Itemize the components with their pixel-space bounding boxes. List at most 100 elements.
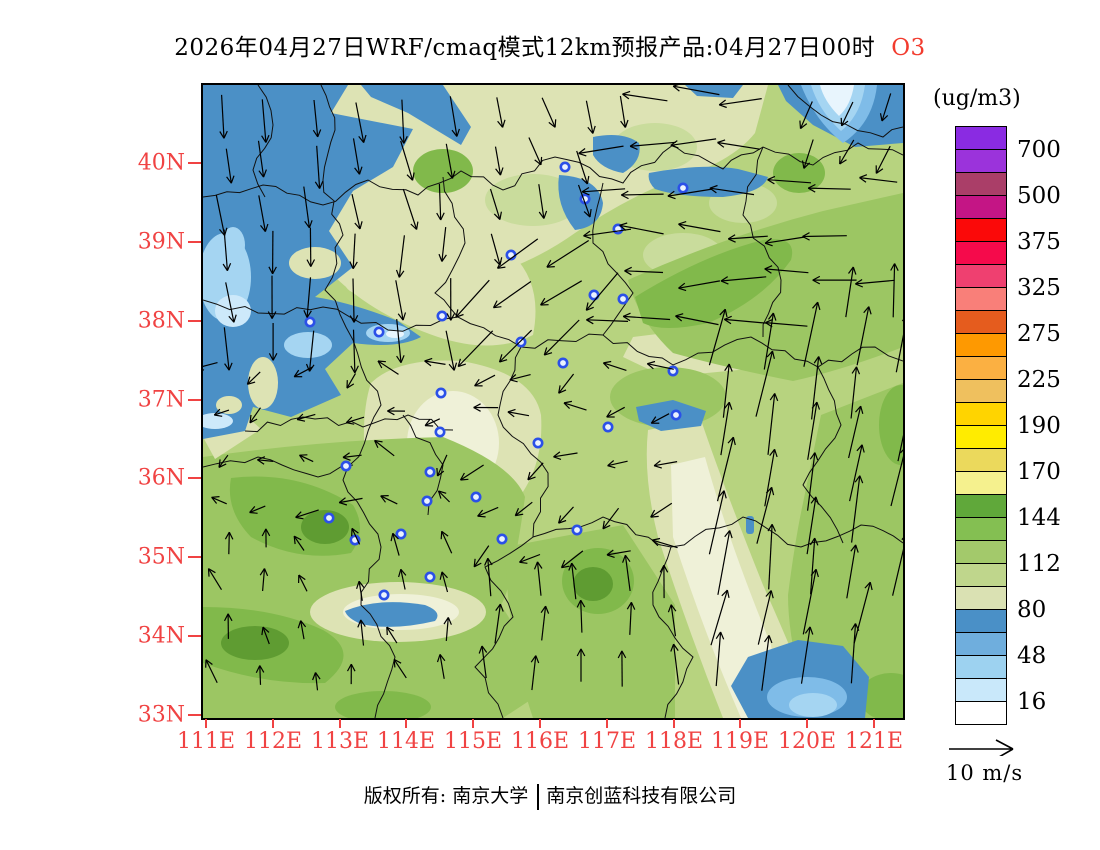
lat-tick (188, 714, 201, 716)
forecast-map (203, 85, 903, 718)
colorbar-box (955, 609, 1007, 633)
lon-label-118E: 118E (644, 729, 704, 754)
colorbar-box (955, 356, 1007, 380)
colorbar-unit-label: (ug/m3) (933, 86, 1021, 111)
colorbar-box (955, 540, 1007, 564)
colorbar: 700 500 375 325 275 225 190 170 144 112 80 48 16 (955, 126, 1061, 725)
city-marker (602, 421, 614, 433)
lon-label-116E: 116E (510, 729, 570, 754)
colorbar-box (955, 379, 1007, 403)
wind-vectors (203, 85, 903, 691)
colorbar-tick-112: 112 (1017, 551, 1061, 577)
footer-divider (537, 784, 540, 810)
colorbar-tick-80: 80 (1017, 597, 1047, 623)
lat-tick (188, 477, 201, 479)
lon-label-114E: 114E (376, 729, 436, 754)
city-markers (304, 161, 689, 601)
city-marker (559, 161, 571, 173)
lon-tick (339, 719, 341, 728)
colorbar-tick-16: 16 (1017, 689, 1047, 715)
colorbar-box (955, 448, 1007, 472)
colorbar-box (955, 195, 1007, 219)
city-marker (434, 426, 446, 438)
colorbar-box (955, 678, 1007, 702)
colorbar-box (955, 264, 1007, 288)
colorbar-box (955, 586, 1007, 610)
colorbar-tick-225: 225 (1017, 367, 1061, 393)
city-marker (304, 316, 316, 328)
colorbar-box (955, 126, 1007, 150)
lon-label-113E: 113E (310, 729, 370, 754)
colorbar-tick-275: 275 (1017, 321, 1061, 347)
city-marker (532, 437, 544, 449)
colorbar-box (955, 701, 1007, 725)
colorbar-tick-325: 325 (1017, 275, 1061, 301)
lon-tick (806, 719, 808, 728)
city-marker (424, 571, 436, 583)
footer-owner: 版权所有: 南京大学 (363, 785, 529, 807)
page-title: 2026年04月27日WRF/cmaq模式12km预报产品:04月27日00时 O… (0, 28, 1100, 62)
lon-tick (205, 719, 207, 728)
lat-tick (188, 556, 201, 558)
lon-tick (472, 719, 474, 728)
lon-label-121E: 121E (844, 729, 904, 754)
city-marker (373, 326, 385, 338)
city-marker (557, 357, 569, 369)
lat-label-39N: 39N (137, 229, 185, 255)
colorbar-tick-500: 500 (1017, 183, 1061, 209)
lon-tick (873, 719, 875, 728)
colorbar-box (955, 425, 1007, 449)
city-marker (436, 310, 448, 322)
lat-label-37N: 37N (137, 387, 185, 413)
lat-tick (188, 635, 201, 637)
lon-tick (606, 719, 608, 728)
colorbar-tick-144: 144 (1017, 505, 1061, 531)
lat-tick (188, 399, 201, 401)
lat-tick (188, 162, 201, 164)
lon-label-119E: 119E (710, 729, 770, 754)
colorbar-box (955, 149, 1007, 173)
lon-label-111E: 111E (176, 729, 236, 754)
lon-tick (673, 719, 675, 728)
lat-label-33N: 33N (137, 702, 185, 728)
colorbar-box (955, 402, 1007, 426)
city-marker (340, 460, 352, 472)
colorbar-box (955, 172, 1007, 196)
city-marker (515, 336, 527, 348)
city-marker (421, 495, 433, 507)
colorbar-box (955, 632, 1007, 656)
city-marker (588, 289, 600, 301)
lat-tick (188, 320, 201, 322)
colorbar-box (955, 563, 1007, 587)
copyright-footer: 版权所有: 南京大学 南京创蓝科技有限公司 (0, 781, 1100, 810)
colorbar-box (955, 310, 1007, 334)
lat-label-38N: 38N (137, 308, 185, 334)
colorbar-box (955, 494, 1007, 518)
lon-label-115E: 115E (443, 729, 503, 754)
colorbar-tick-700: 700 (1017, 137, 1061, 163)
city-marker (617, 293, 629, 305)
colorbar-box (955, 655, 1007, 679)
wind-reference-label: 10 m/s (946, 761, 1024, 785)
province-boundaries (203, 85, 903, 718)
lat-label-34N: 34N (137, 623, 185, 649)
city-marker (395, 528, 407, 540)
colorbar-box (955, 287, 1007, 311)
lat-tick (188, 241, 201, 243)
city-marker (670, 409, 682, 421)
city-marker (323, 512, 335, 524)
lon-tick (739, 719, 741, 728)
colorbar-box (955, 241, 1007, 265)
colorbar-tick-190: 190 (1017, 413, 1061, 439)
colorbar-box (955, 218, 1007, 242)
lat-label-35N: 35N (137, 544, 185, 570)
colorbar-box (955, 333, 1007, 357)
colorbar-tick-375: 375 (1017, 229, 1061, 255)
lon-tick (272, 719, 274, 728)
lon-label-120E: 120E (777, 729, 837, 754)
lon-label-112E: 112E (243, 729, 303, 754)
city-marker (470, 491, 482, 503)
city-marker (571, 524, 583, 536)
colorbar-tick-170: 170 (1017, 459, 1061, 485)
